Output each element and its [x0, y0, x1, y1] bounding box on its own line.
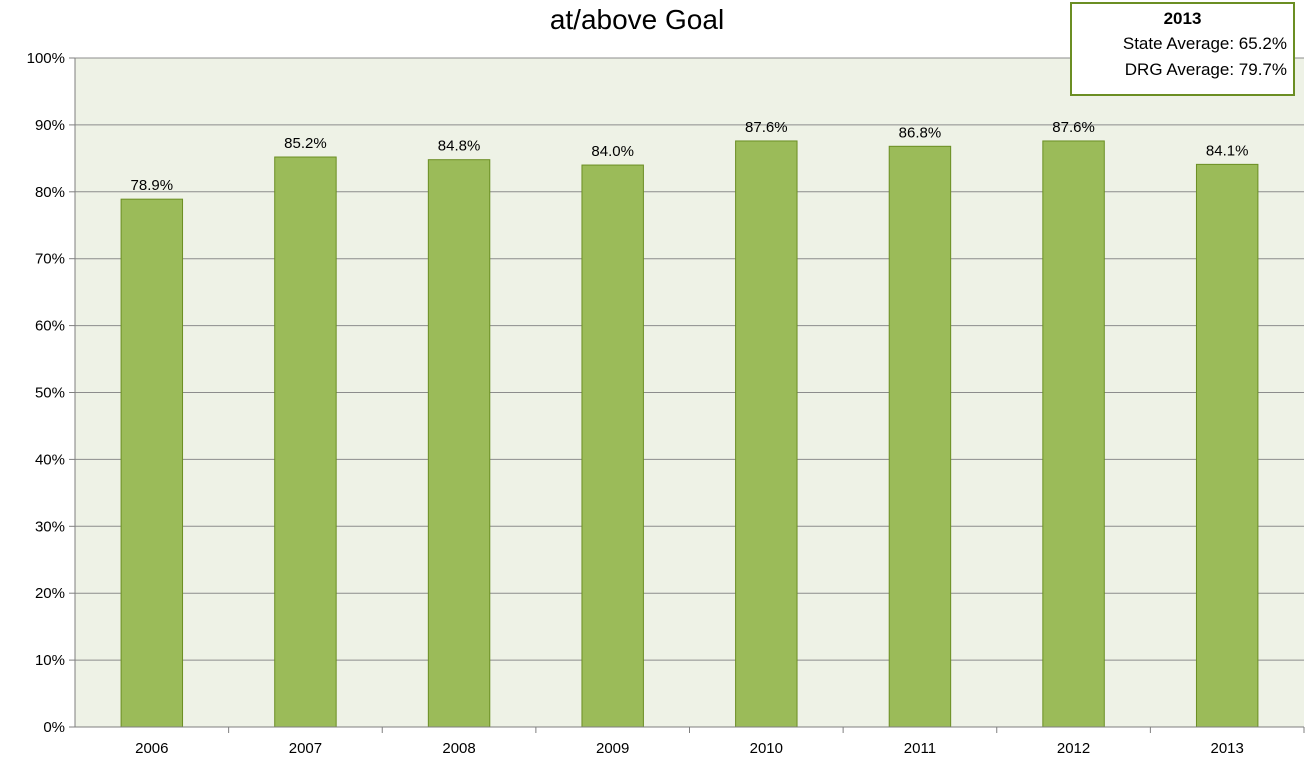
- y-tick-label: 50%: [35, 385, 65, 402]
- summary-box-title: 2013: [1163, 9, 1202, 28]
- data-label-2012: 87.6%: [1052, 119, 1095, 136]
- x-tick-label-2010: 2010: [750, 740, 783, 757]
- x-tick-label-2007: 2007: [289, 740, 322, 757]
- data-label-2010: 87.6%: [745, 119, 788, 136]
- bar-2008: [427, 159, 491, 728]
- y-tick-label: 10%: [35, 652, 65, 669]
- y-tick-label: 80%: [35, 184, 65, 201]
- y-tick-label: 30%: [35, 518, 65, 535]
- data-labels: 78.9% 85.2% 84.8% 84.0% 87.6% 86.8% 87.6% 84.1%: [131, 119, 1249, 194]
- bar-2013: [1195, 163, 1259, 728]
- x-tick-label-2011: 2011: [904, 740, 936, 757]
- data-label-2007: 85.2%: [284, 135, 327, 152]
- bar-2011: [888, 145, 952, 728]
- x-tick-label-2009: 2009: [596, 740, 629, 757]
- data-label-2008: 84.8%: [438, 138, 481, 155]
- bar-2010: [735, 140, 798, 728]
- drg-average-row: DRG Average: 79.7%: [1124, 60, 1287, 79]
- axes: 0% 10% 20% 30% 40% 50% 60% 70% 80% 90% 100% 2006 200…: [27, 50, 1305, 757]
- bar-2007: [274, 156, 337, 728]
- x-tick-label-2012: 2012: [1057, 740, 1090, 757]
- bars: [120, 140, 1259, 728]
- bar-2009: [581, 164, 644, 728]
- data-label-2011: 86.8%: [899, 124, 942, 141]
- chart-title: at/above Goal: [549, 4, 725, 35]
- y-tick-label: 100%: [27, 50, 65, 67]
- y-tick-label: 60%: [35, 318, 65, 335]
- summary-box: 2013 State Average: 65.2% DRG Average: 7…: [1070, 2, 1295, 96]
- x-tick-label-2006: 2006: [135, 740, 168, 757]
- data-label-2006: 78.9%: [131, 177, 174, 194]
- data-label-2009: 84.0%: [591, 143, 634, 160]
- y-tick-label: 70%: [35, 251, 65, 268]
- x-tick-label-2008: 2008: [442, 740, 475, 757]
- data-label-2013: 84.1%: [1206, 142, 1249, 159]
- y-tick-label: 90%: [35, 117, 65, 134]
- x-tick-label-2013: 2013: [1211, 740, 1244, 757]
- state-average-row: State Average: 65.2%: [1122, 34, 1287, 53]
- y-tick-label: 20%: [35, 585, 65, 602]
- y-tick-label: 40%: [35, 451, 65, 468]
- bar-2012: [1042, 140, 1105, 728]
- y-tick-label: 0%: [43, 719, 65, 736]
- bar-2006: [120, 198, 184, 728]
